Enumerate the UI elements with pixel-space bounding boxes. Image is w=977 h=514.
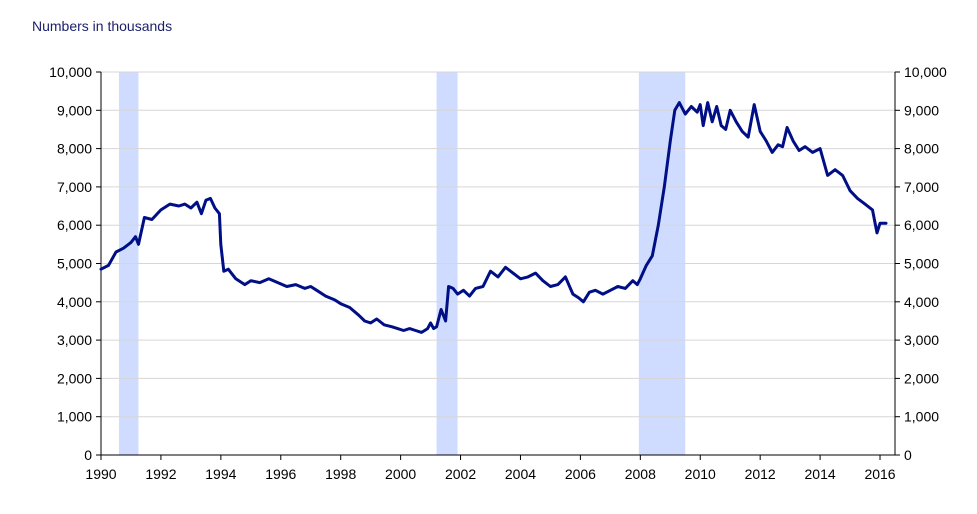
y-tick-label-left: 3,000	[57, 332, 92, 348]
x-tick-label: 1992	[145, 466, 176, 482]
x-tick-label: 2004	[505, 466, 536, 482]
x-tick-label: 2006	[565, 466, 596, 482]
y-tick-label-left: 10,000	[49, 64, 92, 80]
y-tick-label-left: 6,000	[57, 217, 92, 233]
y-tick-label-left: 7,000	[57, 179, 92, 195]
x-tick-label: 1996	[265, 466, 296, 482]
y-tick-label-left: 8,000	[57, 141, 92, 157]
series-layer	[99, 101, 888, 334]
y-tick-label-right: 4,000	[904, 294, 939, 310]
y-tick-label-right: 3,000	[904, 332, 939, 348]
y-tick-label-right: 9,000	[904, 102, 939, 118]
x-tick-label: 2010	[685, 466, 716, 482]
y-tick-label-right: 2,000	[904, 370, 939, 386]
tick-labels: 0 0 1,000 1,000 2,000 2,000 3,000 3,000 4,000 4,0…	[49, 64, 947, 482]
unit-label: Numbers in thousands	[32, 18, 173, 34]
y-tick-label-right: 8,000	[904, 141, 939, 157]
series-line-0	[99, 101, 888, 334]
y-tick-label-left: 9,000	[57, 102, 92, 118]
x-tick-label: 1990	[85, 466, 116, 482]
y-tick-label-left: 2,000	[57, 370, 92, 386]
x-tick-label: 2012	[745, 466, 776, 482]
x-tick-label: 1998	[325, 466, 356, 482]
y-tick-label-right: 5,000	[904, 256, 939, 272]
axes	[96, 71, 900, 460]
y-tick-label-left: 4,000	[57, 294, 92, 310]
y-tick-label-right: 1,000	[904, 409, 939, 425]
y-tick-label-right: 7,000	[904, 179, 939, 195]
y-tick-label-right: 10,000	[904, 64, 947, 80]
x-tick-label: 2016	[864, 466, 895, 482]
x-tick-label: 2000	[385, 466, 416, 482]
y-tick-label-right: 6,000	[904, 217, 939, 233]
x-tick-label: 2014	[805, 466, 836, 482]
y-tick-label-left: 0	[84, 447, 92, 463]
y-tick-label-left: 5,000	[57, 256, 92, 272]
y-tick-label-right: 0	[904, 447, 912, 463]
gridlines	[101, 71, 895, 418]
x-tick-label: 2002	[445, 466, 476, 482]
x-tick-label: 2008	[625, 466, 656, 482]
y-tick-label-left: 1,000	[57, 409, 92, 425]
x-tick-label: 1994	[205, 466, 236, 482]
